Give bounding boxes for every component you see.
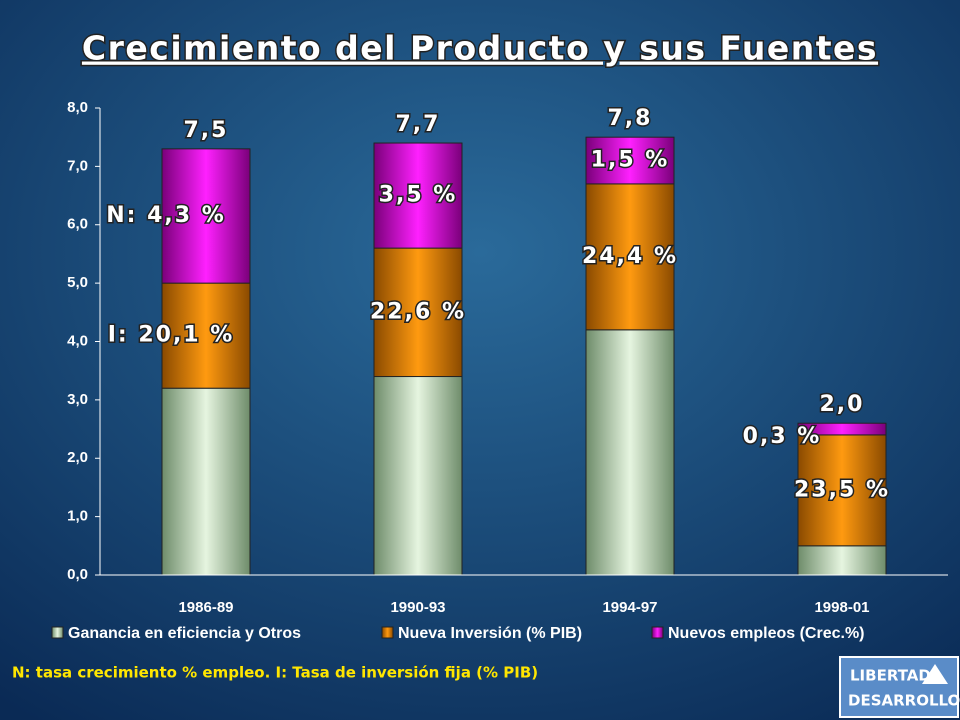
x-tick-label: 1990-93 xyxy=(390,599,445,616)
bar-segment xyxy=(585,136,675,185)
bar-segment xyxy=(373,376,463,576)
y-tick-label: 7,0 xyxy=(67,157,88,174)
y-tick-label: 1,0 xyxy=(67,508,88,525)
legend-label: Nuevos empleos (Crec.%) xyxy=(668,625,865,642)
y-tick-label: 2,0 xyxy=(67,449,88,466)
bar-segment xyxy=(161,282,251,389)
x-tick-label: 1994-97 xyxy=(602,599,657,616)
legend-swatch xyxy=(51,626,64,639)
legend-swatch xyxy=(651,626,664,639)
logo: LIBERTAD DESARROLLO xyxy=(839,656,960,718)
investment-label: 23,5 % xyxy=(794,477,890,502)
footnote: N: tasa crecimiento % empleo. I: Tasa de… xyxy=(12,664,538,682)
bar-segment xyxy=(373,247,463,378)
y-tick-label: 4,0 xyxy=(67,332,88,349)
x-tick-label: 1986-89 xyxy=(178,599,233,616)
y-tick-label: 6,0 xyxy=(67,216,88,233)
bar-segment xyxy=(585,329,675,576)
legend-label: Ganancia en eficiencia y Otros xyxy=(68,625,301,642)
y-tick-label: 5,0 xyxy=(67,274,88,291)
y-tick-label: 3,0 xyxy=(67,391,88,408)
legend-swatch xyxy=(381,626,394,639)
employment-label: 1,5 % xyxy=(591,148,670,173)
y-tick-label: 8,0 xyxy=(67,99,88,116)
bar-segment xyxy=(373,142,463,249)
bar-segment xyxy=(797,422,887,436)
legend-label: Nueva Inversión (% PIB) xyxy=(398,625,582,642)
logo-text: DESARROLLO xyxy=(848,692,960,710)
chart-title: Crecimiento del Producto y sus Fuentes xyxy=(82,29,878,68)
investment-label: 22,6 % xyxy=(370,299,466,324)
y-tick-label: 0,0 xyxy=(67,566,88,583)
x-tick-label: 1998-01 xyxy=(814,599,869,616)
total-label: 7,8 xyxy=(608,106,653,131)
logo-icon xyxy=(922,664,948,684)
bar-segment xyxy=(161,148,251,284)
employment-label: 0,3 % xyxy=(743,424,822,449)
logo-box xyxy=(839,656,959,718)
bar-segment xyxy=(797,434,887,547)
bar-segment xyxy=(161,387,251,576)
employment-label: N: 4,3 % xyxy=(106,203,226,228)
investment-label: I: 20,1 % xyxy=(108,323,235,348)
total-label: 7,7 xyxy=(396,112,441,137)
employment-label: 3,5 % xyxy=(379,183,458,208)
bar-segment xyxy=(797,545,887,576)
total-label: 2,0 xyxy=(820,392,865,417)
logo-text: LIBERTAD xyxy=(850,667,931,685)
bar-segment xyxy=(585,183,675,331)
investment-label: 24,4 % xyxy=(582,244,678,269)
total-label: 7,5 xyxy=(184,118,229,143)
